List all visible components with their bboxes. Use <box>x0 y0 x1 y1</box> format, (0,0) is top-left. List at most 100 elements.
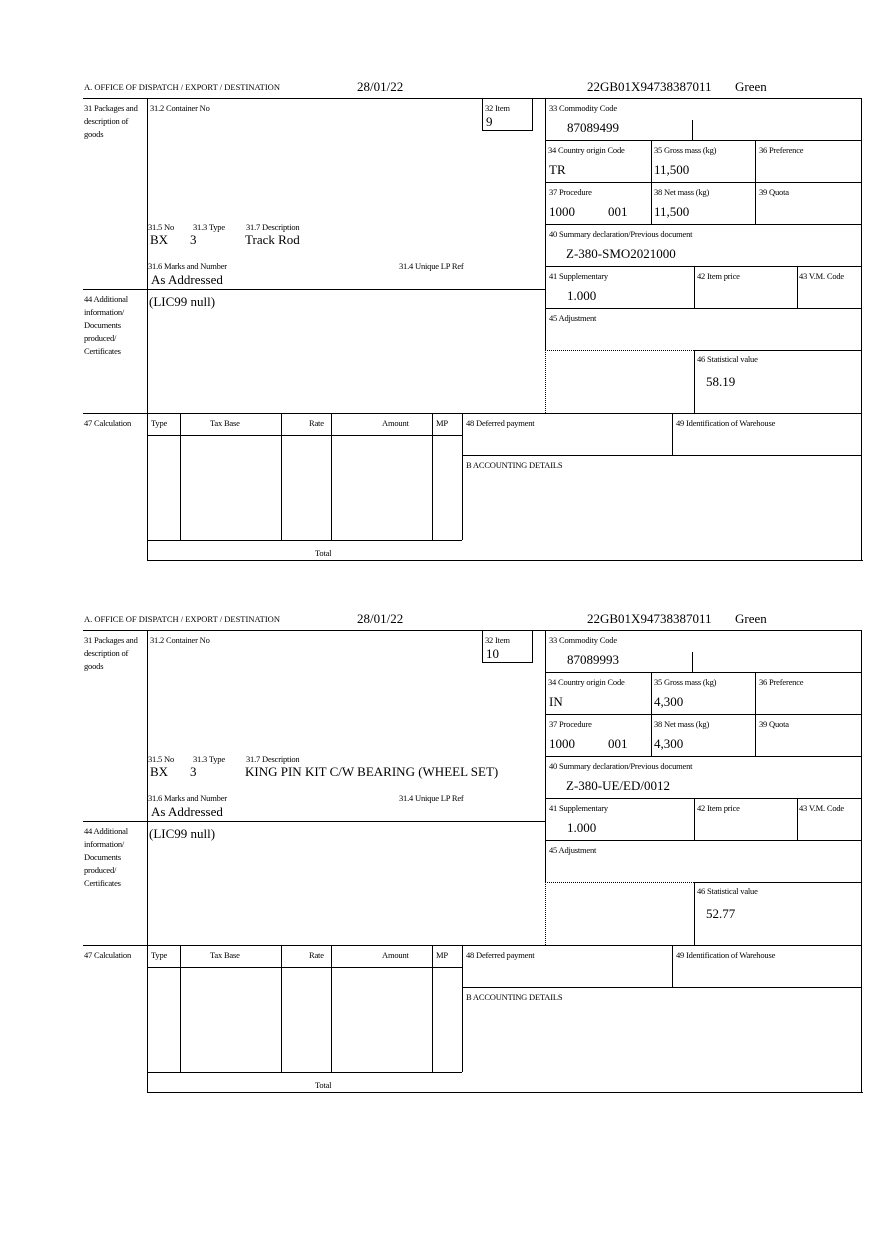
divider <box>462 945 463 1072</box>
preference-label: 36 Preference <box>759 145 804 155</box>
divider <box>694 350 862 351</box>
reference-value: 22GB01X94738387011 <box>587 611 712 626</box>
divider <box>482 630 483 662</box>
item-number-value: 9 <box>486 114 493 129</box>
tax-base-header: Tax Base <box>210 418 240 428</box>
divider <box>147 435 462 436</box>
rate-header: Rate <box>309 418 324 428</box>
divider <box>545 882 694 883</box>
package-kind-value: BX <box>150 232 169 247</box>
amount-header: Amount <box>382 418 409 428</box>
packages-label: 31 Packages and description of goods <box>84 103 138 139</box>
divider <box>83 821 545 822</box>
gross-mass-value: 11,500 <box>654 162 690 177</box>
divider <box>672 945 673 987</box>
statistical-value-value: 52.77 <box>706 906 736 921</box>
procedure-additional-value: 001 <box>608 736 628 751</box>
net-mass-value: 4,300 <box>654 736 684 751</box>
procedure-label: 37 Procedure <box>549 719 592 729</box>
divider <box>432 413 433 540</box>
divider <box>545 840 862 841</box>
item-label: 32 Item <box>485 635 510 645</box>
package-type-label: 31.3 Type <box>193 222 225 232</box>
procedure-additional-value: 001 <box>608 204 628 219</box>
marks-value: As Addressed <box>151 272 223 287</box>
package-kind-value: BX <box>150 764 169 779</box>
divider <box>545 182 862 183</box>
divider <box>83 630 862 631</box>
container-no-label: 31.2 Container No <box>150 103 210 113</box>
divider <box>432 945 433 1072</box>
deferred-payment-label: 48 Deferred payment <box>466 950 535 960</box>
procedure-label: 37 Procedure <box>549 187 592 197</box>
vm-code-label: 43 V.M. Code <box>799 271 844 281</box>
tax-base-header: Tax Base <box>210 950 240 960</box>
additional-info-label: 44 Additional information/ Documents pro… <box>84 826 128 888</box>
divider <box>462 413 463 540</box>
description-label: 31.7 Description <box>246 754 300 764</box>
package-count-value: 3 <box>190 764 197 779</box>
divider <box>694 798 695 840</box>
warehouse-id-label: 49 Identification of Warehouse <box>676 418 776 428</box>
office-label: A. OFFICE OF DISPATCH / EXPORT / DESTINA… <box>84 82 280 92</box>
divider <box>281 945 282 1072</box>
net-mass-label: 38 Net mass (kg) <box>654 187 710 197</box>
divider <box>694 350 695 413</box>
additional-info-value: (LIC99 null) <box>149 826 216 841</box>
package-no-label: 31.5 No <box>148 222 174 232</box>
additional-info-value: (LIC99 null) <box>149 294 216 309</box>
commodity-code-value: 87089499 <box>567 120 619 135</box>
divider <box>545 756 862 757</box>
divider <box>83 413 862 414</box>
divider <box>147 630 148 1093</box>
divider <box>672 413 673 455</box>
date-value: 28/01/22 <box>357 79 404 94</box>
divider <box>281 413 282 540</box>
accounting-details-label: B ACCOUNTING DETAILS <box>466 460 563 470</box>
divider <box>532 98 533 130</box>
summary-declaration-label: 40 Summary declaration/Previous document <box>549 761 693 771</box>
date-value: 28/01/22 <box>357 611 404 626</box>
adjustment-label: 45 Adjustment <box>549 845 597 855</box>
divider <box>180 945 181 1072</box>
total-label: Total <box>315 1080 332 1090</box>
divider <box>545 798 862 799</box>
supplementary-value: 1.000 <box>567 288 597 303</box>
summary-declaration-label: 40 Summary declaration/Previous document <box>549 229 693 239</box>
divider <box>755 672 756 756</box>
description-label: 31.7 Description <box>246 222 300 232</box>
net-mass-value: 11,500 <box>654 204 690 219</box>
packages-label: 31 Packages and description of goods <box>84 635 138 671</box>
reference-value: 22GB01X94738387011 <box>587 79 712 94</box>
divider <box>694 266 695 308</box>
calc-type-header: Type <box>151 418 168 428</box>
divider <box>545 140 862 141</box>
divider <box>861 630 862 1093</box>
gross-mass-label: 35 Gross mass (kg) <box>654 677 717 687</box>
statistical-value-value: 58.19 <box>706 374 736 389</box>
amount-header: Amount <box>382 950 409 960</box>
supplementary-label: 41 Supplementary <box>549 271 608 281</box>
calculation-label: 47 Calculation <box>84 950 132 960</box>
procedure-value: 1000 <box>549 736 575 751</box>
divider <box>331 945 332 1072</box>
divider <box>83 945 862 946</box>
total-label: Total <box>315 548 332 558</box>
divider <box>797 266 798 308</box>
item-price-label: 42 Item price <box>697 271 740 281</box>
calculation-label: 47 Calculation <box>84 418 132 428</box>
unique-lp-label: 31.4 Unique LP Ref <box>399 261 464 271</box>
vm-code-label: 43 V.M. Code <box>799 803 844 813</box>
commodity-code-label: 33 Commodity Code <box>549 635 617 645</box>
commodity-code-value: 87089993 <box>567 652 619 667</box>
quota-label: 39 Quota <box>759 187 789 197</box>
summary-declaration-value: Z-380-UE/ED/0012 <box>566 778 670 793</box>
description-value: KING PIN KIT C/W BEARING (WHEEL SET) <box>245 764 499 779</box>
country-origin-label: 34 Country origin Code <box>548 677 625 687</box>
divider <box>545 224 862 225</box>
marks-label: 31.6 Marks and Number <box>148 793 227 803</box>
mp-header: MP <box>436 950 448 960</box>
divider <box>331 413 332 540</box>
divider <box>861 98 862 561</box>
divider <box>147 967 462 968</box>
